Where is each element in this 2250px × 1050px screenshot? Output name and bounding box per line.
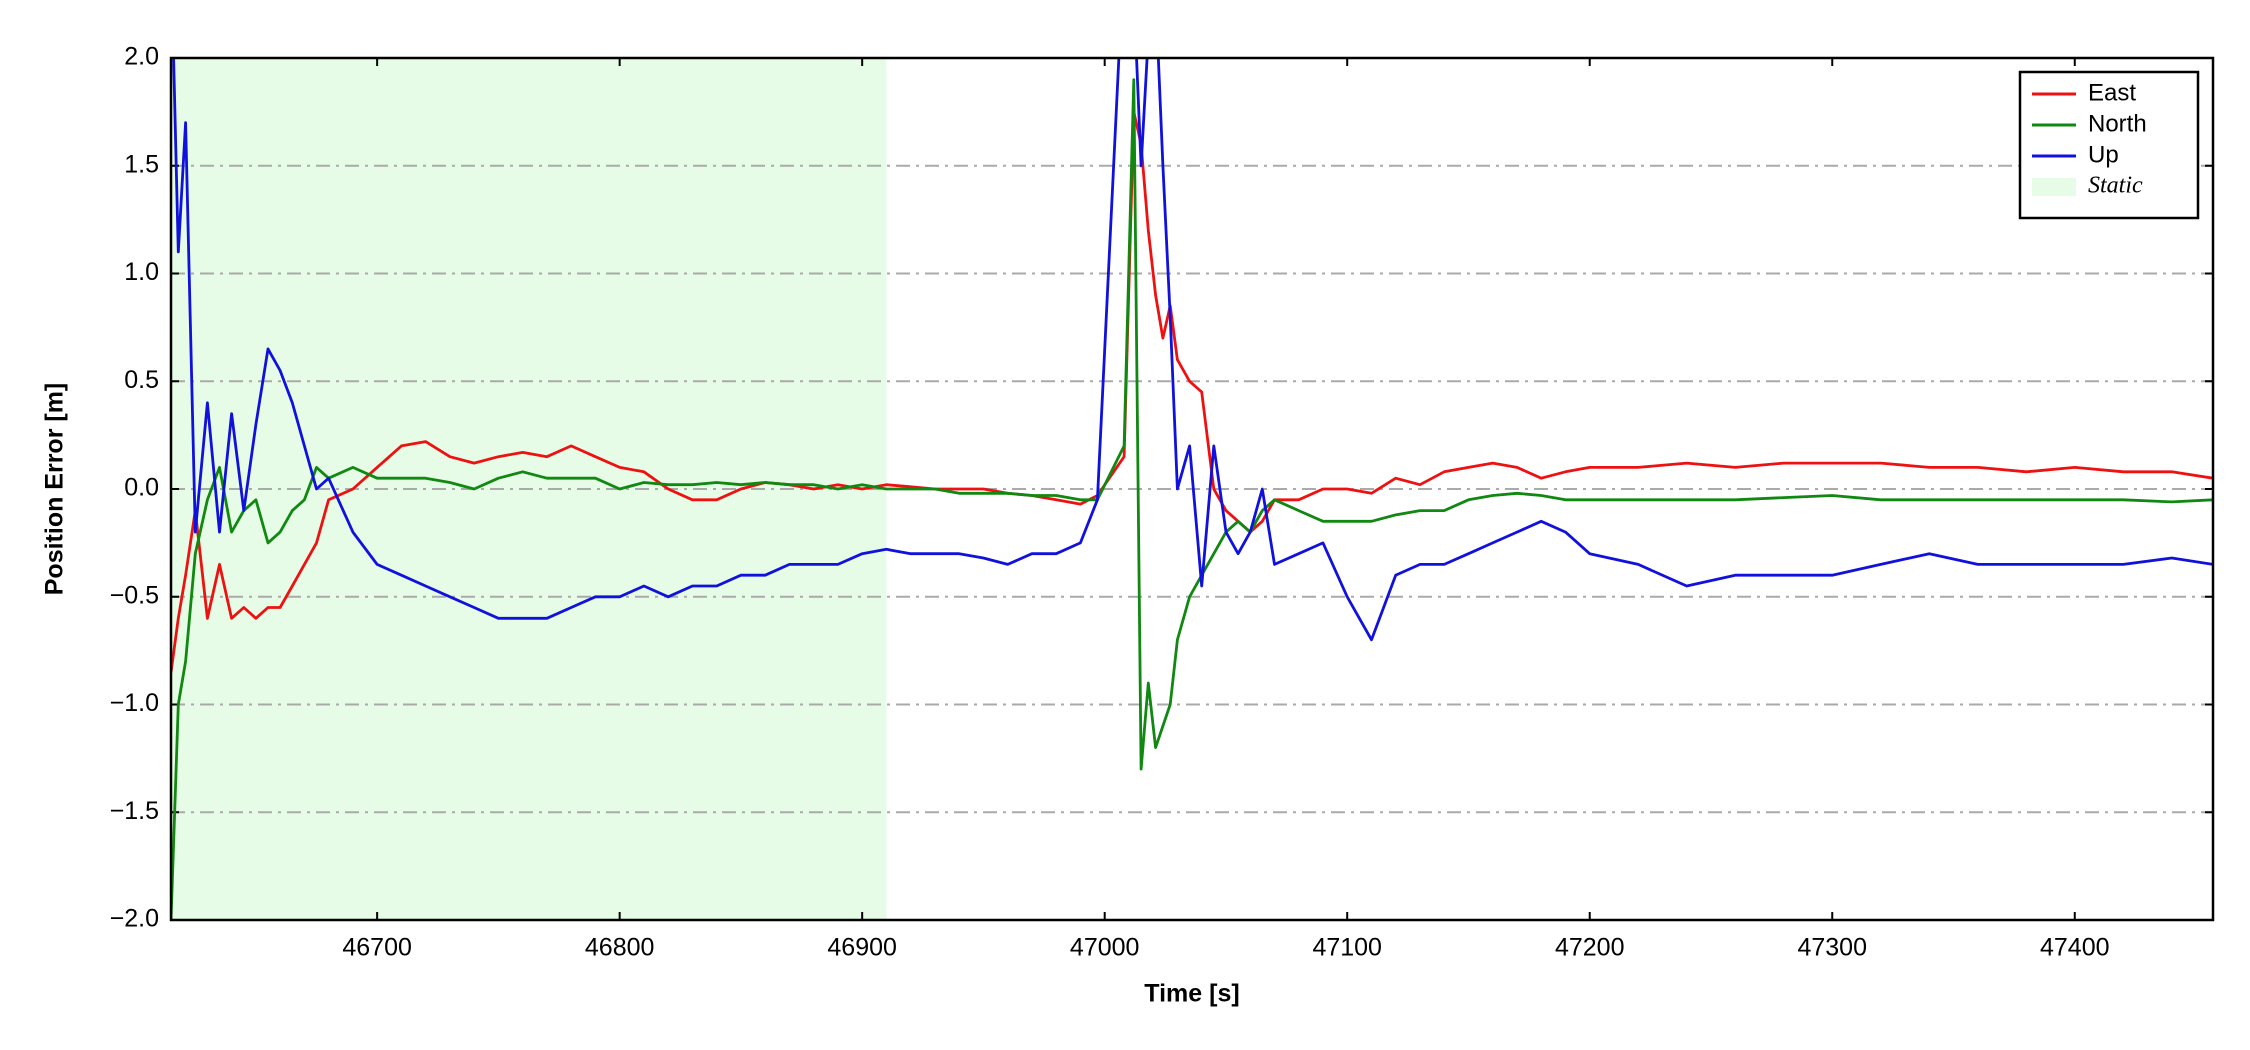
x-tick-label: 47300	[1797, 934, 1867, 962]
plot-area	[171, 58, 2213, 920]
y-axis-label: Position Error [m]	[41, 383, 69, 596]
y-tick-label: 2.0	[124, 43, 159, 71]
x-tick-label: 47200	[1555, 934, 1625, 962]
x-tick-label: 47400	[2040, 934, 2110, 962]
legend-label: East	[2088, 79, 2136, 106]
series-line	[171, 78, 2213, 920]
x-axis-label: Time [s]	[1144, 980, 1239, 1008]
legend-label: Static	[2088, 173, 2143, 199]
y-tick-label: −1.5	[110, 797, 159, 825]
y-tick-label: 1.0	[124, 258, 159, 286]
legend-label: North	[2088, 110, 2147, 137]
y-tick-label: 0.5	[124, 366, 159, 394]
series-line	[171, 110, 2213, 673]
y-tick-label: 1.5	[124, 150, 159, 178]
series-line	[172, 58, 2213, 642]
y-tick-label: −1.0	[110, 689, 159, 717]
x-tick-label: 47000	[1070, 934, 1140, 962]
y-tick-label: −0.5	[110, 581, 159, 609]
legend-swatch	[2032, 178, 2076, 196]
legend-label: Up	[2088, 141, 2119, 168]
x-tick-label: 46900	[827, 934, 897, 962]
x-tick-label: 47100	[1312, 934, 1382, 962]
x-tick-label: 46800	[585, 934, 655, 962]
y-tick-label: −2.0	[110, 905, 159, 933]
y-tick-label: 0.0	[124, 474, 159, 502]
plot-frame	[169, 56, 2215, 922]
x-tick-label: 46700	[342, 934, 412, 962]
